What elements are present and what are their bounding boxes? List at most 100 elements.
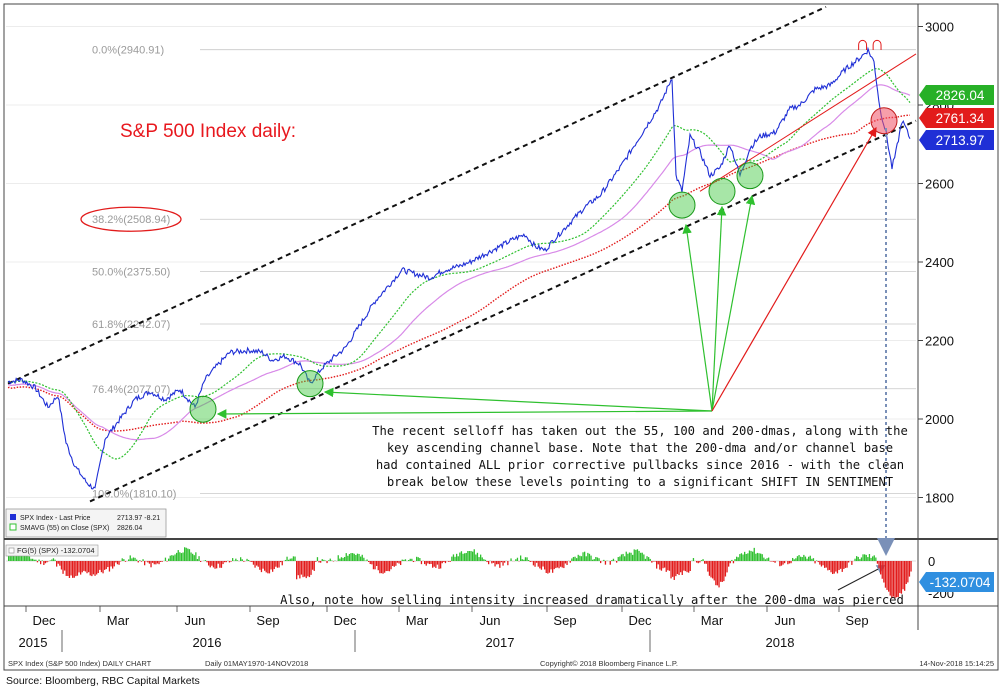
- oscillator-bar-negative: [155, 561, 157, 565]
- y-tick-label: 2400: [925, 255, 954, 270]
- oscillator-bar-negative: [500, 561, 503, 563]
- oscillator-bar-negative: [78, 561, 80, 573]
- oscillator-bar-negative: [832, 561, 834, 575]
- oscillator-bar-negative: [252, 561, 255, 565]
- x-month-label: Jun: [185, 613, 206, 628]
- oscillator-bar-negative: [315, 561, 317, 562]
- oscillator-bar-positive: [344, 556, 346, 561]
- oscillator-bar-positive: [859, 559, 861, 561]
- oscillator-bar-positive: [617, 557, 619, 561]
- oscillator-bar-negative: [782, 561, 784, 565]
- source-note: Source: Bloomberg, RBC Capital Markets: [6, 675, 200, 687]
- oscillator-bar-negative: [251, 561, 253, 563]
- oscillator-bar-negative: [780, 561, 783, 566]
- highlight-markers: ∩∩: [189, 33, 898, 423]
- oscillator-bar-negative: [902, 561, 904, 590]
- oscillator-bar-negative: [276, 561, 279, 568]
- oscillator-bar-negative: [281, 561, 283, 566]
- oscillator-bar-negative: [260, 561, 263, 573]
- oscillator-bar-negative: [86, 561, 88, 574]
- oscillator-bar-positive: [236, 560, 239, 561]
- oscillator-bar-negative: [553, 561, 555, 570]
- oscillator-bar-positive: [868, 554, 871, 561]
- oscillator-bar-positive: [806, 558, 808, 561]
- oscillator-bar-negative: [721, 561, 723, 582]
- oscillator-bar-negative: [275, 561, 277, 567]
- oscillator-bar-positive: [196, 559, 199, 561]
- oscillator-bar-negative: [779, 561, 781, 567]
- oscillator-bar-positive: [630, 552, 632, 561]
- oscillator-bar-positive: [731, 559, 733, 561]
- oscillator-bar-positive: [747, 553, 749, 561]
- oscillator-bar-negative: [107, 561, 109, 568]
- oscillator-bar-positive: [521, 559, 523, 561]
- oscillator-bar-negative: [907, 561, 909, 583]
- oscillator-bar-negative: [448, 561, 450, 562]
- oscillator-bar-positive: [401, 559, 403, 561]
- oscillator-bar-positive: [131, 558, 133, 561]
- oscillator-bar-positive: [204, 560, 207, 561]
- oscillator-bar-positive: [808, 556, 810, 561]
- oscillator-bar-negative: [68, 561, 71, 578]
- oscillator-bar-positive: [289, 558, 291, 561]
- oscillator-bar-negative: [65, 561, 67, 576]
- oscillator-bar-negative: [662, 561, 664, 569]
- oscillator-bar-negative: [147, 561, 149, 563]
- oscillator-bar-positive: [596, 557, 599, 561]
- oscillator-bar-positive: [168, 558, 170, 561]
- oscillator-bar-positive: [121, 558, 123, 561]
- oscillator-bar-positive: [588, 553, 591, 561]
- oscillator-bar-positive: [12, 554, 15, 561]
- oscillator-bar-positive: [764, 559, 767, 561]
- legend-line2-label: SMAVG (55) on Close (SPX): [20, 525, 109, 532]
- oscillator-bar-positive: [744, 551, 746, 561]
- oscillator-bar-negative: [824, 561, 826, 568]
- oscillator-bar-negative: [124, 561, 127, 562]
- oscillator-bar-positive: [620, 554, 623, 561]
- oscillator-bar-negative: [878, 561, 880, 569]
- oscillator-bar-negative: [369, 561, 371, 565]
- oscillator-bar-positive: [54, 559, 56, 561]
- oscillator-bar-negative: [166, 561, 168, 562]
- oscillator-bar-positive: [481, 557, 483, 561]
- annotation-line-3: had contained ALL prior corrective pullb…: [376, 458, 904, 472]
- oscillator-bar-negative: [566, 561, 568, 566]
- oscillator-bar-negative: [102, 561, 104, 574]
- oscillator-bar-positive: [339, 558, 341, 561]
- oscillator-bar-negative: [161, 561, 163, 562]
- oscillator-bar-positive: [633, 549, 635, 561]
- x-month-label: Jun: [480, 613, 501, 628]
- oscillator-bar-negative: [657, 561, 659, 565]
- oscillator-bar-negative: [904, 561, 906, 591]
- oscillator-bar-negative: [726, 561, 728, 573]
- oscillator-bar-positive: [288, 559, 290, 561]
- oscillator-bar-negative: [105, 561, 107, 570]
- oscillator-bar-negative: [529, 561, 531, 562]
- oscillator-bar-positive: [628, 552, 631, 561]
- oscillator-bar-positive: [14, 553, 16, 561]
- oscillator-bar-positive: [17, 553, 19, 561]
- oscillator-bar-positive: [198, 556, 200, 561]
- price-label-text: 2826.04: [936, 88, 985, 103]
- oscillator-bar-positive: [603, 559, 605, 561]
- support-circle: [189, 395, 217, 423]
- oscillator-bar-negative: [771, 561, 773, 562]
- oscillator-bar-negative: [899, 561, 901, 593]
- oscillator-bar-positive: [41, 560, 43, 561]
- oscillator-bar-positive: [174, 554, 176, 561]
- oscillator-bar-negative: [712, 561, 714, 579]
- oscillator-bar-positive: [465, 552, 467, 561]
- oscillator-bar-positive: [576, 558, 578, 561]
- oscillator-bar-positive: [475, 554, 477, 561]
- oscillator-bar-negative: [817, 561, 819, 563]
- oscillator-bar-negative: [668, 561, 671, 571]
- annotation-line-2: key ascending channel base. Note that th…: [387, 441, 893, 455]
- oscillator-bar-negative: [88, 561, 90, 573]
- oscillator-bar-negative: [400, 561, 402, 566]
- oscillator-bar-negative: [384, 561, 386, 573]
- oscillator-bar-negative: [432, 561, 434, 568]
- oscillator-bar-negative: [444, 561, 447, 564]
- oscillator-bar-positive: [176, 552, 178, 561]
- oscillator-bar-negative: [67, 561, 69, 576]
- ma-55-line: [7, 67, 911, 460]
